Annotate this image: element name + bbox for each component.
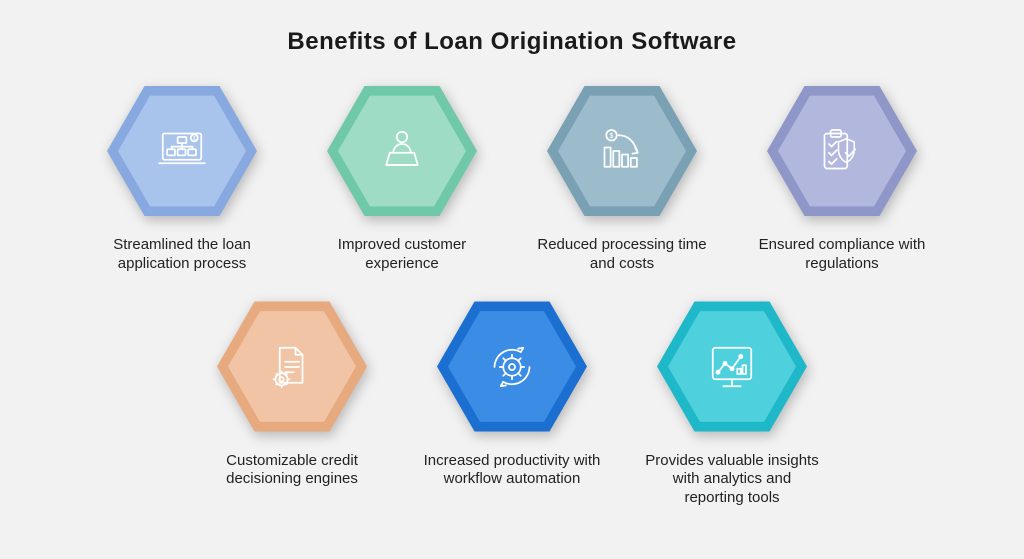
- benefit-label: Streamlined the loan application process: [92, 236, 272, 274]
- hexagon: [437, 292, 587, 442]
- doc-gear-icon: [262, 337, 322, 397]
- workflow-laptop-icon: $: [152, 121, 212, 181]
- hexagon: [327, 76, 477, 226]
- benefit-label: Ensured compliance with regulations: [752, 236, 932, 274]
- infographic-container: Benefits of Loan Origination Software $ …: [0, 0, 1024, 559]
- svg-text:$: $: [610, 133, 614, 140]
- benefit-label: Improved customer experience: [312, 236, 492, 274]
- analytics-icon: [702, 337, 762, 397]
- benefit-streamlined: $ Streamlined the loan application proce…: [92, 76, 272, 274]
- hexagon: $: [107, 76, 257, 226]
- page-title: Benefits of Loan Origination Software: [287, 28, 736, 56]
- cost-down-icon: $: [592, 121, 652, 181]
- benefit-label: Reduced processing time and costs: [532, 236, 712, 274]
- benefit-compliance: Ensured compliance with regulations: [752, 76, 932, 274]
- benefit-customer: Improved customer experience: [312, 76, 492, 274]
- benefit-productivity: Increased productivity with workflow aut…: [422, 292, 602, 508]
- benefit-label: Customizable credit decisioning engines: [202, 452, 382, 490]
- clipboard-shield-icon: [812, 121, 872, 181]
- benefit-reduced: $ Reduced processing time and costs: [532, 76, 712, 274]
- benefit-label: Provides valuable insights with analytic…: [642, 452, 822, 508]
- hexagon: [217, 292, 367, 442]
- gear-cycle-icon: [482, 337, 542, 397]
- benefit-label: Increased productivity with workflow aut…: [422, 452, 602, 490]
- svg-text:$: $: [193, 136, 196, 142]
- hexagon: [767, 76, 917, 226]
- benefit-credit: Customizable credit decisioning engines: [202, 292, 382, 508]
- hexagon: $: [547, 76, 697, 226]
- hex-row: $ Streamlined the loan application proce…: [92, 76, 932, 274]
- hex-row: Customizable credit decisioning engines …: [202, 292, 822, 508]
- benefit-insights: Provides valuable insights with analytic…: [642, 292, 822, 508]
- hexagon: [657, 292, 807, 442]
- hex-rows: $ Streamlined the loan application proce…: [92, 76, 932, 508]
- user-laptop-icon: [372, 121, 432, 181]
